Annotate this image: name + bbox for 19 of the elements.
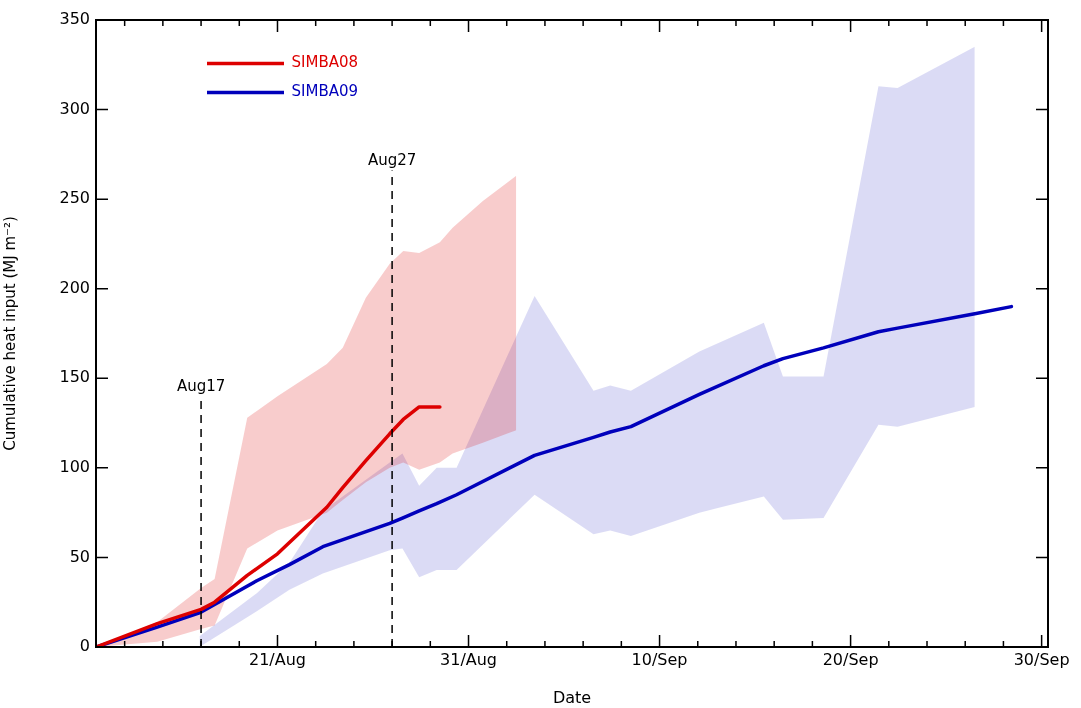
x-tick-label: 10/Sep [631,649,688,669]
y-axis-title: Cumulative heat input (MJ m⁻²) [0,216,19,451]
text: SIMBA08 [291,53,359,72]
text: SIMBA09 [291,82,359,101]
y-tick-label: 250 [59,188,90,208]
x-tick-label: 31/Aug [440,649,498,669]
ref-line-label: Aug17 [176,376,226,395]
y-tick-label: 300 [59,98,90,118]
x-axis-title: Date [552,687,592,707]
y-tick-label: 100 [59,457,90,477]
y-tick-label: 350 [59,9,90,29]
y-tick-label: 200 [59,277,90,297]
ref-line-label: Aug27 [367,150,417,169]
x-tick-label: 30/Sep [1013,649,1070,669]
y-tick-label: 0 [79,636,90,656]
y-tick-label: 150 [59,367,90,387]
x-tick-label: 21/Aug [248,649,306,669]
x-tick-label: 20/Sep [822,649,879,669]
y-tick-label: 50 [69,546,90,566]
